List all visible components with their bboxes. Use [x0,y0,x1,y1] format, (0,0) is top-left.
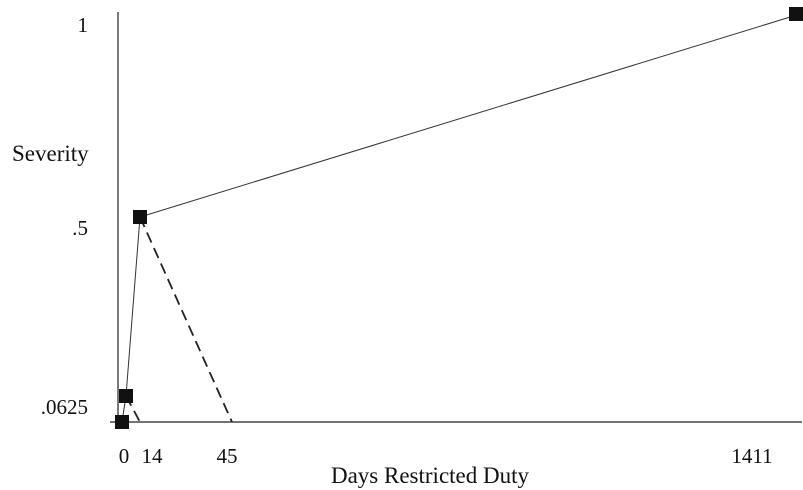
data-point-2 [133,210,147,224]
data-point-1 [119,389,133,403]
x-axis-title: Days Restricted Duty [331,463,530,488]
x-tick-label-2: 45 [217,444,238,468]
x-tick-label-1: 14 [142,444,164,468]
data-points [115,7,803,429]
y-tick-labels: .0625 .5 1 [41,13,88,419]
y-axis-title: Severity [12,141,89,166]
y-tick-label-2: 1 [78,13,89,37]
data-point-3 [789,7,803,21]
x-tick-label-0: 0 [119,444,130,468]
y-tick-label-0: .0625 [41,395,88,419]
solid-segment-1 [125,216,141,397]
y-tick-label-1: .5 [72,216,88,240]
dashed-segment-1 [139,216,233,423]
axes [110,12,802,423]
data-point-0 [115,415,129,429]
x-tick-labels: 0 14 45 1411 [119,444,773,468]
dashed-lines [125,216,233,423]
solid-segment-2 [139,13,801,218]
solid-lines [121,13,801,423]
x-tick-label-3: 1411 [731,444,772,468]
